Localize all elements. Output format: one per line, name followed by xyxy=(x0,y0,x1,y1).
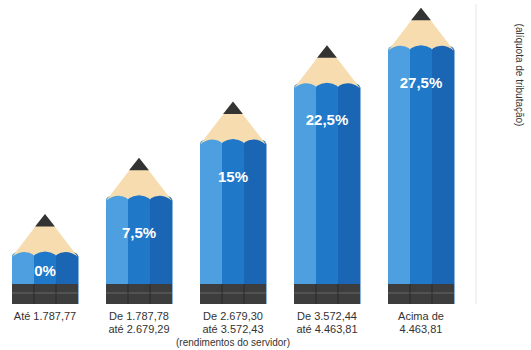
data-label: 27,5% xyxy=(400,74,443,91)
y-axis-title: (alíquota de tributação) xyxy=(514,24,525,127)
category-label-line: De 1.787,78 xyxy=(109,310,169,322)
y-axis-line xyxy=(476,4,477,304)
pencil-ferrule-line xyxy=(56,284,57,304)
pencil-graphite xyxy=(411,8,431,21)
category-label-line: 4.463,81 xyxy=(400,323,443,335)
pencil xyxy=(200,102,267,305)
category-label: De 2.679,30até 3.572,43 xyxy=(202,310,263,335)
pencil-ferrule-line xyxy=(106,292,172,294)
data-label: 7,5% xyxy=(122,224,156,241)
pencil-wood xyxy=(200,102,266,145)
category-label-line: até 3.572,43 xyxy=(202,323,263,335)
pencil xyxy=(388,8,455,304)
pencil-ferrule-line xyxy=(12,292,78,294)
data-label: 0% xyxy=(34,262,56,279)
pencil-graphite xyxy=(223,102,243,115)
pencil-wood xyxy=(388,8,454,51)
pencil-ferrule-line xyxy=(200,292,266,294)
pencil-graphite xyxy=(317,45,337,58)
pencil-ferrule xyxy=(388,284,454,304)
pencil-ferrule-line xyxy=(222,284,223,304)
data-label: 15% xyxy=(218,168,248,185)
category-label-line: De 3.572,44 xyxy=(297,310,357,322)
pencil-graphite xyxy=(35,214,55,227)
pencil-ferrule xyxy=(106,284,172,304)
pencil-ferrule-line xyxy=(150,284,151,304)
category-label-line: Até 1.787,77 xyxy=(14,310,76,322)
category-label: Acima de4.463,81 xyxy=(398,310,444,335)
pencil-ferrule-line xyxy=(338,284,339,304)
pencil xyxy=(294,45,361,304)
pencil-ferrule-line xyxy=(34,284,35,304)
category-label-line: De 2.679,30 xyxy=(203,310,263,322)
category-label-line: até 4.463,81 xyxy=(296,323,357,335)
pencil-wood xyxy=(294,45,360,88)
pencil-ferrule-line xyxy=(244,284,245,304)
pencil xyxy=(12,214,79,304)
pencil-graphite xyxy=(129,158,149,171)
category-label-line: até 2.679,29 xyxy=(108,323,169,335)
data-label: 22,5% xyxy=(306,111,349,128)
pencil-ferrule-line xyxy=(410,284,411,304)
pencil-ferrule xyxy=(294,284,360,304)
category-label: Até 1.787,77 xyxy=(14,310,76,322)
pencil-ferrule-line xyxy=(432,284,433,304)
labels: 0% Até 1.787,77 7,5% De 1.787,78até 2.679,2… xyxy=(14,24,525,348)
pencil-wood xyxy=(106,158,172,201)
pencil xyxy=(106,158,173,304)
x-axis-title: (rendimentos do servidor) xyxy=(176,337,290,348)
pencil-ferrule xyxy=(12,284,78,304)
chart: 0% Até 1.787,77 7,5% De 1.787,78até 2.679,2… xyxy=(0,0,531,350)
pencil-ferrule-line xyxy=(294,292,360,294)
marks xyxy=(12,8,455,304)
category-label: De 1.787,78até 2.679,29 xyxy=(108,310,169,335)
pencil-ferrule-line xyxy=(316,284,317,304)
category-label-line: Acima de xyxy=(398,310,444,322)
pencil-ferrule-line xyxy=(128,284,129,304)
pencil-ferrule-line xyxy=(388,292,454,294)
pencil-wood xyxy=(12,214,78,257)
category-label: De 3.572,44até 4.463,81 xyxy=(296,310,357,335)
pencil-ferrule xyxy=(200,284,266,304)
